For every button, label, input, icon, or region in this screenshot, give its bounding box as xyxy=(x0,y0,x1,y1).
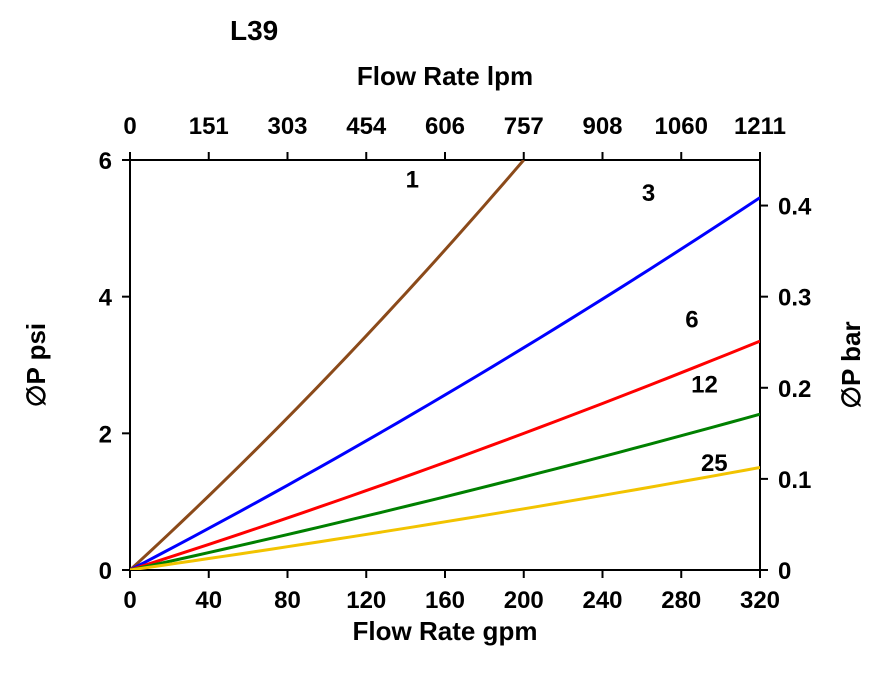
series-label-3: 3 xyxy=(642,180,655,207)
bottom-tick-label: 240 xyxy=(582,587,622,614)
top-tick-label: 151 xyxy=(189,113,229,140)
bottom-tick-label: 280 xyxy=(661,587,701,614)
bottom-tick-label: 200 xyxy=(504,587,544,614)
left-tick-label: 6 xyxy=(99,148,112,175)
top-tick-label: 1211 xyxy=(734,113,786,140)
plot-border xyxy=(130,160,760,570)
top-tick-label: 908 xyxy=(582,113,622,140)
bottom-tick-label: 80 xyxy=(274,587,301,614)
bottom-tick-label: 120 xyxy=(346,587,386,614)
bottom-tick-label: 160 xyxy=(425,587,465,614)
right-tick-label: 0.2 xyxy=(778,376,811,403)
bottom-tick-label: 0 xyxy=(123,587,136,614)
plot-area xyxy=(130,160,760,570)
right-tick-label: 0.1 xyxy=(778,467,811,494)
right-tick-label: 0 xyxy=(778,558,791,585)
chart-title: L39 xyxy=(230,15,278,46)
series-line-6 xyxy=(130,341,760,570)
right-axis-label: ∅P bar xyxy=(836,321,866,408)
series-label-12: 12 xyxy=(691,371,718,398)
chart-svg: L39Flow Rate lpm015130345460675790810601… xyxy=(0,0,884,694)
series-line-12 xyxy=(130,414,760,570)
chart-container: L39Flow Rate lpm015130345460675790810601… xyxy=(0,0,884,694)
series-line-1 xyxy=(130,160,524,570)
top-tick-label: 757 xyxy=(504,113,544,140)
series-label-1: 1 xyxy=(406,166,419,193)
top-tick-label: 0 xyxy=(123,113,136,140)
right-tick-label: 0.4 xyxy=(778,194,812,221)
left-axis-label: ∅P psi xyxy=(21,323,51,407)
right-tick-label: 0.3 xyxy=(778,285,811,312)
top-tick-label: 303 xyxy=(267,113,307,140)
left-tick-label: 0 xyxy=(99,558,112,585)
bottom-tick-label: 40 xyxy=(195,587,222,614)
top-axis-label: Flow Rate lpm xyxy=(357,61,533,91)
series-label-6: 6 xyxy=(685,306,698,333)
top-tick-label: 454 xyxy=(346,113,387,140)
series-line-3 xyxy=(130,198,760,570)
bottom-axis-label: Flow Rate gpm xyxy=(353,616,538,646)
top-tick-label: 1060 xyxy=(655,113,708,140)
left-tick-label: 4 xyxy=(99,285,113,312)
bottom-tick-label: 320 xyxy=(740,587,780,614)
series-label-25: 25 xyxy=(701,450,728,477)
top-tick-label: 606 xyxy=(425,113,465,140)
left-tick-label: 2 xyxy=(99,421,112,448)
